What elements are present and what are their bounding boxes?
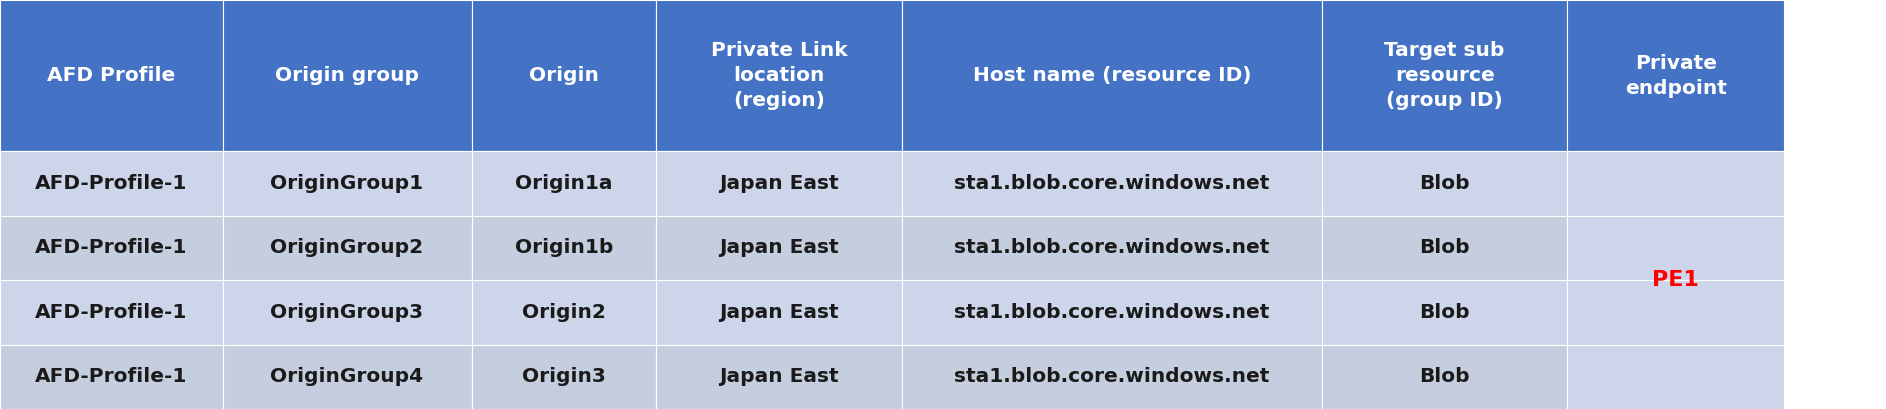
- Text: Private Link
location
(region): Private Link location (region): [711, 41, 847, 110]
- Bar: [1567, 151, 1784, 409]
- Bar: [223, 344, 472, 409]
- Bar: [472, 0, 656, 151]
- Bar: [223, 216, 472, 280]
- Text: OriginGroup3: OriginGroup3: [270, 303, 424, 322]
- Text: AFD-Profile-1: AFD-Profile-1: [36, 303, 187, 322]
- Bar: [223, 151, 472, 216]
- Bar: [472, 151, 656, 216]
- Bar: [1322, 0, 1567, 151]
- Text: Japan East: Japan East: [719, 174, 839, 193]
- Text: Origin3: Origin3: [522, 367, 605, 386]
- Bar: [223, 0, 472, 151]
- Bar: [472, 216, 656, 280]
- Text: Japan East: Japan East: [719, 238, 839, 257]
- Text: sta1.blob.core.windows.net: sta1.blob.core.windows.net: [954, 174, 1269, 193]
- Text: AFD-Profile-1: AFD-Profile-1: [36, 238, 187, 257]
- Text: AFD Profile: AFD Profile: [47, 66, 175, 85]
- Bar: [223, 280, 472, 344]
- Bar: [1567, 0, 1784, 151]
- Bar: [0, 280, 223, 344]
- Text: Origin1b: Origin1b: [515, 238, 613, 257]
- Text: Origin group: Origin group: [275, 66, 419, 85]
- Bar: [656, 151, 902, 216]
- Bar: [902, 280, 1322, 344]
- Bar: [1322, 216, 1567, 280]
- Text: Blob: Blob: [1420, 367, 1469, 386]
- Text: OriginGroup1: OriginGroup1: [270, 174, 424, 193]
- Bar: [656, 0, 902, 151]
- Bar: [656, 344, 902, 409]
- Text: OriginGroup2: OriginGroup2: [270, 238, 424, 257]
- Bar: [656, 216, 902, 280]
- Text: AFD-Profile-1: AFD-Profile-1: [36, 174, 187, 193]
- Text: Origin2: Origin2: [522, 303, 605, 322]
- Text: Private
endpoint: Private endpoint: [1624, 54, 1728, 98]
- Text: PE1: PE1: [1652, 270, 1699, 290]
- Text: Blob: Blob: [1420, 174, 1469, 193]
- Text: Target sub
resource
(group ID): Target sub resource (group ID): [1384, 41, 1505, 110]
- Bar: [472, 344, 656, 409]
- Bar: [1322, 151, 1567, 216]
- Bar: [0, 151, 223, 216]
- Text: OriginGroup4: OriginGroup4: [270, 367, 424, 386]
- Bar: [656, 280, 902, 344]
- Bar: [0, 344, 223, 409]
- Bar: [0, 216, 223, 280]
- Text: Host name (resource ID): Host name (resource ID): [973, 66, 1250, 85]
- Text: Blob: Blob: [1420, 238, 1469, 257]
- Text: Origin1a: Origin1a: [515, 174, 613, 193]
- Bar: [902, 344, 1322, 409]
- Text: Japan East: Japan East: [719, 367, 839, 386]
- Bar: [472, 280, 656, 344]
- Bar: [1322, 280, 1567, 344]
- Text: sta1.blob.core.windows.net: sta1.blob.core.windows.net: [954, 367, 1269, 386]
- Bar: [902, 216, 1322, 280]
- Bar: [1322, 344, 1567, 409]
- Text: sta1.blob.core.windows.net: sta1.blob.core.windows.net: [954, 238, 1269, 257]
- Bar: [0, 0, 223, 151]
- Bar: [902, 151, 1322, 216]
- Text: sta1.blob.core.windows.net: sta1.blob.core.windows.net: [954, 303, 1269, 322]
- Bar: [902, 0, 1322, 151]
- Text: AFD-Profile-1: AFD-Profile-1: [36, 367, 187, 386]
- Text: Blob: Blob: [1420, 303, 1469, 322]
- Text: Japan East: Japan East: [719, 303, 839, 322]
- Text: Origin: Origin: [528, 66, 600, 85]
